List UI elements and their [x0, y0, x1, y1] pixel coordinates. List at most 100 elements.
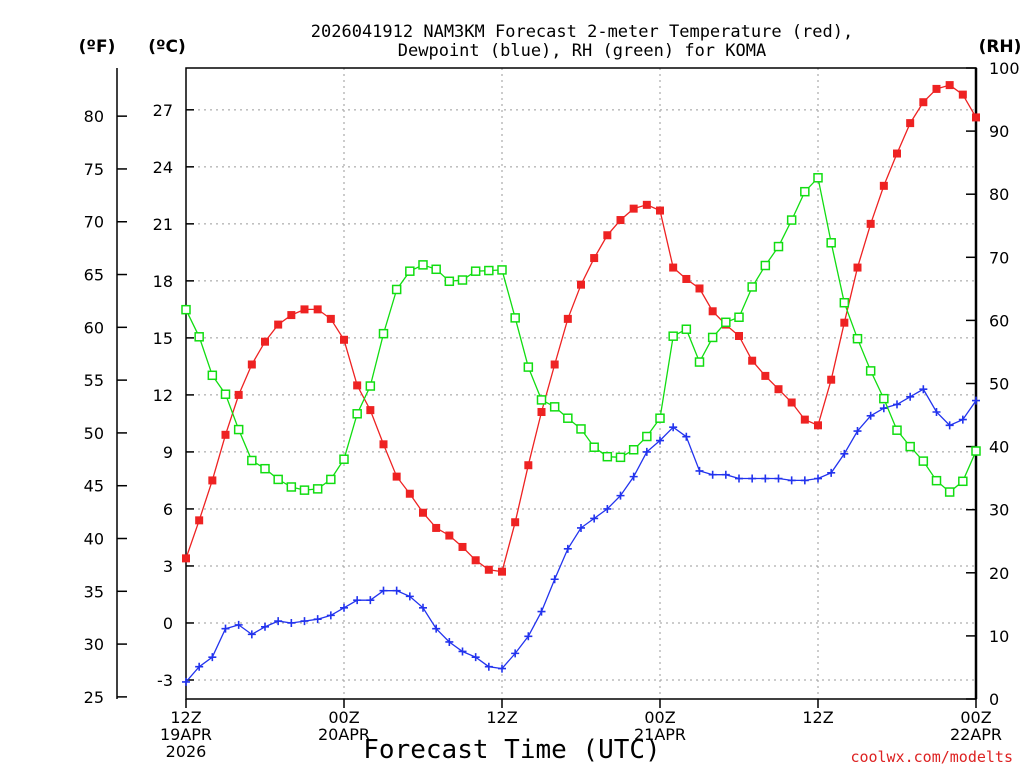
dewpoint-point	[603, 504, 612, 513]
temperature-point	[669, 263, 678, 272]
temperature-point	[748, 356, 757, 365]
rh-point	[523, 362, 534, 372]
temperature-point	[958, 90, 967, 99]
temperature-point	[274, 320, 283, 329]
dewpoint-point	[590, 514, 599, 523]
temperature-point	[682, 274, 691, 283]
time-tick-label: 12Z	[802, 708, 833, 727]
temperature-point	[432, 523, 441, 532]
dewpoint-point	[432, 624, 441, 633]
dewpoint-point	[419, 603, 427, 612]
gridlines	[186, 68, 976, 699]
dewpoint-point	[919, 385, 928, 394]
dewpoint-point	[616, 491, 625, 500]
rh-point	[786, 215, 797, 225]
celsius-tick-label: -3	[157, 671, 173, 690]
rh-point	[286, 482, 297, 492]
dewpoint-point	[906, 392, 915, 401]
rh-point	[339, 454, 349, 464]
rh-point	[892, 425, 902, 435]
dewpoint-point	[945, 421, 954, 430]
dewpoint-point	[972, 396, 980, 405]
rh-point	[734, 312, 744, 322]
rh-point	[721, 317, 731, 328]
dewpoint-point	[234, 620, 243, 629]
rh-point	[944, 487, 955, 497]
fahrenheit-tick-label: 45	[84, 477, 104, 496]
rh-point	[549, 402, 560, 412]
rh-point	[181, 304, 191, 315]
fahrenheit-tick-label: 60	[84, 318, 104, 337]
dewpoint-point	[498, 664, 506, 673]
dewpoint-point	[879, 404, 888, 413]
temperature-point	[234, 390, 243, 399]
rh-point	[365, 381, 376, 391]
dewpoint-point	[471, 653, 480, 662]
rh-point	[326, 474, 336, 485]
data-series	[181, 81, 981, 686]
dewpoint-point	[524, 632, 533, 641]
rh-point	[905, 441, 915, 452]
dewpoint-point	[182, 677, 190, 686]
temperature-point	[866, 219, 875, 228]
temperature-point	[471, 556, 480, 565]
rh-point	[418, 260, 428, 270]
rh-point	[931, 475, 942, 486]
rh-tick-label: 20	[989, 564, 1009, 583]
dewpoint-point	[366, 596, 375, 605]
dewpoint-point	[761, 474, 770, 483]
rh-point	[273, 474, 283, 485]
dewpoint-point	[827, 468, 836, 477]
rh-point	[826, 238, 836, 248]
time-tick-label: 12Z	[170, 708, 201, 727]
fahrenheit-tick-label: 65	[84, 266, 104, 285]
time-tick-label: 20APR	[318, 725, 370, 744]
rh-tick-label: 100	[989, 59, 1020, 78]
dewpoint-point	[274, 617, 283, 626]
rh-point	[865, 366, 876, 376]
dewpoint-point	[550, 575, 559, 584]
rh-point	[602, 451, 613, 462]
temperature-point	[563, 314, 572, 323]
temperature-point	[919, 98, 928, 107]
temperature-point	[827, 375, 836, 384]
temperature-point	[419, 508, 427, 517]
fahrenheit-tick-label: 70	[84, 213, 104, 232]
temperature-point	[616, 216, 625, 225]
temperature-point	[761, 371, 770, 380]
time-tick-label: 22APR	[950, 725, 1002, 744]
temperature-point	[590, 254, 599, 263]
temperature-point	[484, 565, 493, 574]
temperature-point	[392, 472, 401, 481]
temperature-line	[185, 84, 977, 573]
dewpoint-point	[511, 649, 520, 658]
rh-point	[378, 328, 389, 339]
dewpoint-point	[893, 400, 901, 409]
rh-tick-label: 60	[989, 311, 1009, 330]
rh-point	[247, 455, 257, 466]
temperature-point	[326, 314, 335, 323]
temperature-point	[524, 461, 533, 470]
dewpoint-point	[840, 449, 849, 458]
rh-point	[194, 332, 204, 342]
temperature-point	[642, 200, 651, 209]
fahrenheit-unit-label: (ºF)	[79, 37, 116, 57]
rh-tick-label: 30	[989, 501, 1009, 520]
dewpoint-point	[629, 472, 638, 481]
chart-title-line-1: 2026041912 NAM3KM Forecast 2-meter Tempe…	[311, 22, 853, 42]
temperature-point	[656, 206, 664, 215]
temperature-point	[511, 518, 520, 527]
fahrenheit-tick-label: 40	[84, 530, 104, 549]
time-tick-label: 12Z	[486, 708, 517, 727]
dewpoint-point	[721, 470, 730, 479]
dewpoint-point	[353, 596, 362, 605]
rh-point	[707, 332, 718, 343]
temperature-point	[405, 489, 414, 498]
rh-tick-label: 70	[989, 248, 1009, 267]
fahrenheit-tick-label: 35	[84, 582, 104, 601]
dewpoint-point	[748, 474, 757, 483]
dewpoint-point	[577, 523, 585, 532]
temperature-point	[945, 81, 954, 90]
temperature-point	[182, 554, 190, 563]
